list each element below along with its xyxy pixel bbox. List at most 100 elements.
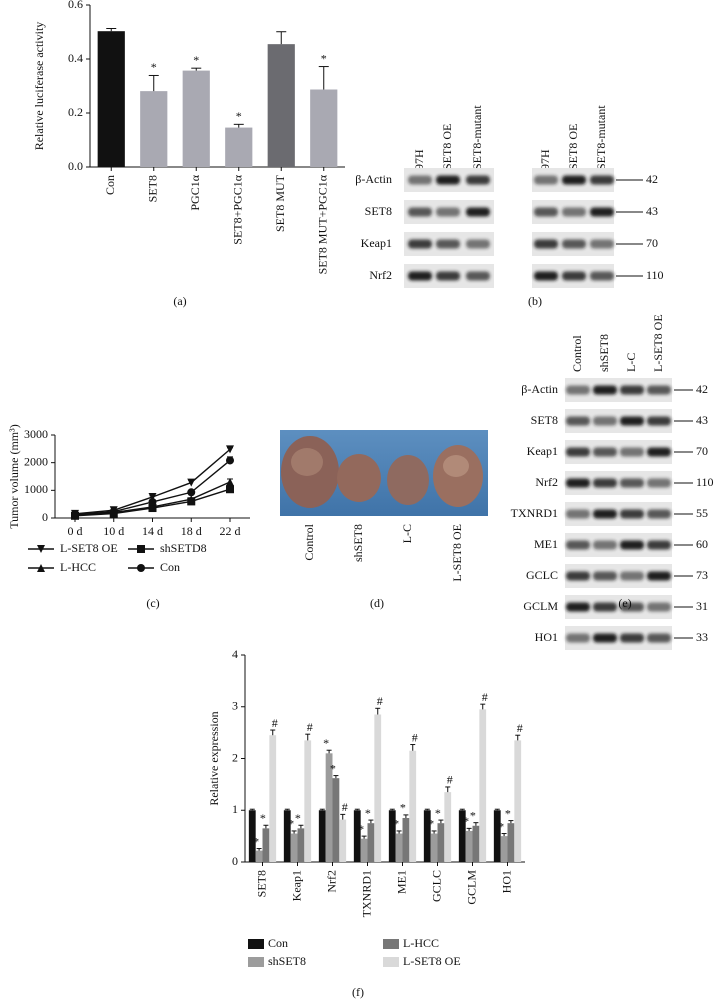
lane-label: SET8 OE bbox=[566, 124, 580, 170]
y-tick-label: 2 bbox=[232, 750, 238, 764]
significance-mark: * bbox=[260, 811, 266, 825]
band bbox=[534, 271, 558, 281]
row-label: SET8 bbox=[365, 204, 392, 218]
legend-swatch bbox=[383, 957, 399, 967]
bar bbox=[479, 709, 487, 862]
band bbox=[562, 175, 586, 185]
band bbox=[593, 447, 617, 457]
band bbox=[620, 633, 644, 643]
significance-mark: # bbox=[272, 716, 278, 730]
bar bbox=[374, 714, 382, 862]
bar bbox=[297, 828, 305, 862]
x-tick-label: Keap1 bbox=[289, 870, 303, 901]
size-label: 60 bbox=[696, 537, 708, 551]
y-axis-label: Tumor volume (mm³) bbox=[7, 424, 21, 529]
legend-swatch bbox=[248, 939, 264, 949]
bar bbox=[395, 833, 403, 862]
band bbox=[466, 239, 490, 249]
panel-label: (c) bbox=[146, 596, 159, 610]
band bbox=[647, 633, 671, 643]
size-label: 70 bbox=[646, 236, 658, 250]
band bbox=[590, 207, 614, 217]
bar bbox=[409, 750, 417, 862]
significance-mark: # bbox=[447, 773, 453, 787]
band bbox=[566, 633, 590, 643]
point bbox=[148, 497, 157, 506]
y-tick-label: 0 bbox=[42, 510, 48, 524]
bar bbox=[97, 31, 125, 167]
x-tick-label: GCLM bbox=[464, 870, 478, 905]
lane-label: SET8-mutant bbox=[470, 105, 484, 170]
band bbox=[593, 602, 617, 612]
point bbox=[226, 456, 234, 465]
point bbox=[226, 485, 234, 494]
y-tick-label: 3 bbox=[232, 699, 238, 713]
tumor-photo bbox=[280, 430, 488, 516]
bar bbox=[458, 810, 466, 862]
y-tick-label: 0.2 bbox=[68, 105, 83, 119]
bar bbox=[388, 810, 396, 862]
bar bbox=[430, 833, 438, 862]
bar bbox=[262, 828, 270, 862]
x-tick-label: SET8+PGC1α bbox=[231, 174, 245, 244]
significance-mark: # bbox=[377, 694, 383, 708]
significance-mark: * bbox=[288, 817, 294, 831]
band bbox=[647, 447, 671, 457]
legend-marker bbox=[137, 564, 145, 572]
y-tick-label: 0.0 bbox=[68, 159, 83, 173]
band bbox=[620, 602, 644, 612]
point bbox=[148, 492, 157, 501]
x-tick-label: PGC1α bbox=[188, 174, 202, 210]
significance-mark: * bbox=[323, 736, 329, 750]
panel-label: (d) bbox=[370, 596, 384, 610]
legend-label: shSET8 bbox=[268, 954, 306, 968]
legend-label: L-SET8 OE bbox=[403, 954, 461, 968]
bar bbox=[437, 823, 445, 862]
significance-mark: * bbox=[498, 819, 504, 833]
x-tick-label: 22 d bbox=[220, 524, 241, 538]
size-label: 73 bbox=[696, 568, 708, 582]
row-label: HO1 bbox=[535, 630, 558, 644]
x-tick-label: SET8 MUT bbox=[273, 174, 287, 232]
x-tick-label: Con bbox=[103, 175, 117, 195]
band bbox=[566, 509, 590, 519]
band bbox=[620, 571, 644, 581]
band bbox=[562, 207, 586, 217]
band bbox=[620, 416, 644, 426]
lane-label: SET8 OE bbox=[440, 124, 454, 170]
panel-label: (a) bbox=[173, 294, 186, 308]
legend-marker bbox=[37, 545, 45, 553]
band bbox=[647, 602, 671, 612]
panel-label: (b) bbox=[528, 294, 542, 308]
panel-label: (e) bbox=[618, 596, 631, 610]
band bbox=[647, 509, 671, 519]
band bbox=[620, 385, 644, 395]
significance-mark: * bbox=[470, 808, 476, 822]
row-label: GCLC bbox=[526, 568, 558, 582]
y-tick-label: 1 bbox=[232, 802, 238, 816]
x-tick-label: SET8 MUT+PGC1α bbox=[316, 174, 330, 274]
band bbox=[566, 602, 590, 612]
bar bbox=[472, 825, 480, 862]
band bbox=[534, 207, 558, 217]
significance-mark: * bbox=[428, 817, 434, 831]
row-label: β-Actin bbox=[521, 382, 558, 396]
row-label: Keap1 bbox=[527, 444, 558, 458]
x-tick-label: 10 d bbox=[103, 524, 124, 538]
band bbox=[408, 271, 432, 281]
size-label: 43 bbox=[696, 413, 708, 427]
band bbox=[620, 478, 644, 488]
y-axis-label: Relative expression bbox=[207, 711, 221, 805]
legend-label: L-HCC bbox=[403, 936, 439, 950]
significance-mark: * bbox=[253, 834, 259, 848]
size-label: 70 bbox=[696, 444, 708, 458]
band bbox=[566, 416, 590, 426]
significance-mark: # bbox=[412, 730, 418, 744]
y-tick-label: 0.4 bbox=[68, 51, 83, 65]
x-tick-label: 18 d bbox=[181, 524, 202, 538]
band bbox=[566, 478, 590, 488]
band bbox=[620, 447, 644, 457]
size-label: 42 bbox=[646, 172, 658, 186]
y-tick-label: 3000 bbox=[24, 427, 48, 441]
